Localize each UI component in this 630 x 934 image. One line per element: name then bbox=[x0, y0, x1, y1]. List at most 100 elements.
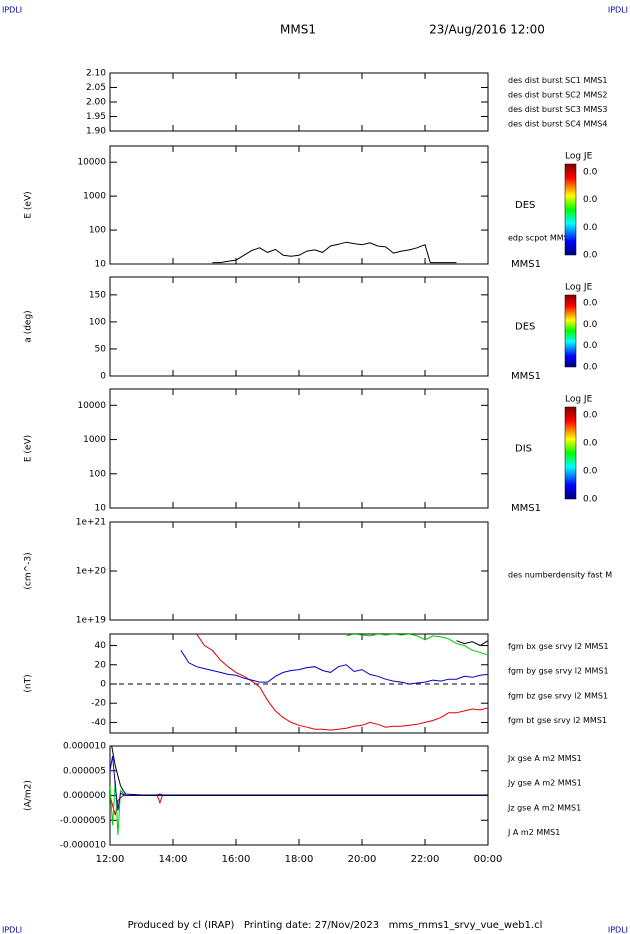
y-axis-title: (nT) bbox=[24, 674, 34, 692]
y-tick-label: -0.000005 bbox=[60, 816, 106, 826]
corner-tag: IPDLI bbox=[608, 6, 628, 15]
colorbar-label: 0.0 bbox=[583, 299, 598, 309]
legend-label: fgm bx gse srvy l2 MMS1 bbox=[508, 642, 609, 651]
y-tick-label: 0 bbox=[100, 679, 106, 689]
legend-label: fgm bz gse srvy l2 MMS1 bbox=[508, 691, 608, 700]
y-tick-label: -0.000010 bbox=[60, 841, 106, 851]
data-line bbox=[212, 241, 457, 264]
y-tick-label: 1e+19 bbox=[76, 616, 107, 626]
data-line bbox=[110, 780, 488, 836]
y-axis-title: (A/m2) bbox=[24, 780, 34, 811]
legend-label: des dist burst SC3 MMS3 bbox=[508, 105, 607, 114]
y-tick-label: -20 bbox=[91, 699, 106, 709]
plot-frame bbox=[109, 521, 489, 621]
y-tick-label: 50 bbox=[95, 344, 107, 354]
x-tick-label: 00:00 bbox=[474, 854, 503, 865]
y-tick-label: 100 bbox=[89, 469, 106, 479]
series-label: edp scpot MMS1 bbox=[508, 234, 574, 243]
footer: Produced by cl (IRAP) Printing date: 27/… bbox=[128, 920, 543, 931]
colorbar-label: 0.0 bbox=[583, 363, 598, 373]
data-line bbox=[110, 755, 488, 811]
x-tick-label: 18:00 bbox=[285, 854, 314, 865]
x-tick-label: 20:00 bbox=[348, 854, 377, 865]
x-tick-label: 16:00 bbox=[222, 854, 251, 865]
colorbar-label: 0.0 bbox=[583, 439, 598, 449]
legend-label: fgm bt gse srvy l2 MMS1 bbox=[508, 716, 607, 725]
colorbar-title: Log JE bbox=[565, 395, 593, 405]
instrument-label: DES bbox=[515, 322, 535, 333]
y-tick-label: 1000 bbox=[83, 192, 106, 202]
colorbar-label: 0.0 bbox=[583, 168, 598, 178]
y-tick-label: 150 bbox=[89, 290, 106, 300]
spacecraft-label: MMS1 bbox=[511, 259, 541, 270]
colorbar-label: 0.0 bbox=[583, 195, 598, 205]
x-tick-label: 12:00 bbox=[96, 854, 125, 865]
corner-tag: IPDLI bbox=[608, 926, 628, 934]
corner-tag: IPDLI bbox=[2, 6, 22, 15]
colorbar-title: Log JE bbox=[565, 283, 593, 293]
y-tick-label: 0.000005 bbox=[63, 766, 106, 776]
y-tick-label: 10000 bbox=[77, 158, 106, 168]
y-tick-label: 0 bbox=[100, 372, 106, 382]
colorbar-title: Log JE bbox=[565, 152, 593, 162]
y-axis-title: (cm^-3) bbox=[24, 552, 34, 589]
plot-frame bbox=[109, 276, 489, 377]
colorbar-label: 0.0 bbox=[583, 251, 598, 261]
data-line bbox=[180, 650, 488, 685]
y-tick-label: 0.000010 bbox=[63, 742, 106, 752]
data-line bbox=[111, 746, 488, 796]
colorbar-label: 0.0 bbox=[583, 495, 598, 505]
y-tick-label: 2.05 bbox=[86, 83, 106, 93]
y-tick-label: 2.00 bbox=[86, 98, 106, 108]
legend-label: des dist burst SC4 MMS4 bbox=[508, 119, 607, 128]
date: 23/Aug/2016 12:00 bbox=[429, 23, 545, 37]
title: MMS1 bbox=[280, 23, 316, 37]
y-tick-label: 1.90 bbox=[86, 127, 106, 137]
plot-frame bbox=[109, 72, 489, 132]
y-axis-title: E (eV) bbox=[24, 191, 34, 218]
plot-frame bbox=[109, 388, 489, 509]
spacecraft-label: MMS1 bbox=[511, 503, 541, 514]
colorbar bbox=[564, 294, 577, 368]
data-line bbox=[346, 634, 488, 656]
y-tick-label: 1000 bbox=[83, 435, 106, 445]
data-line bbox=[196, 634, 488, 731]
colorbar bbox=[564, 163, 577, 256]
y-tick-label: 100 bbox=[89, 317, 106, 327]
colorbar-label: 0.0 bbox=[583, 411, 598, 421]
y-tick-label: 100 bbox=[89, 226, 106, 236]
y-tick-label: 10 bbox=[95, 504, 107, 514]
x-tick-label: 22:00 bbox=[411, 854, 440, 865]
legend-label: J A m2 MMS1 bbox=[507, 828, 560, 837]
legend-label: des dist burst SC1 MMS1 bbox=[508, 76, 607, 85]
data-line bbox=[110, 795, 488, 816]
y-tick-label: 40 bbox=[95, 641, 107, 651]
annotation: des numberdensity fast M bbox=[508, 571, 612, 580]
y-tick-label: 20 bbox=[95, 660, 107, 670]
y-tick-label: 1e+21 bbox=[76, 518, 106, 528]
colorbar-label: 0.0 bbox=[583, 467, 598, 477]
legend-label: fgm by gse srvy l2 MMS1 bbox=[508, 667, 609, 676]
instrument-label: DES bbox=[515, 200, 535, 211]
legend-label: des dist burst SC2 MMS2 bbox=[508, 90, 607, 99]
y-tick-label: 10 bbox=[95, 260, 107, 270]
y-tick-label: 1e+20 bbox=[76, 567, 107, 577]
colorbar bbox=[564, 406, 577, 500]
y-tick-label: 1.95 bbox=[86, 112, 106, 122]
y-tick-label: -40 bbox=[91, 718, 106, 728]
x-tick-label: 14:00 bbox=[159, 854, 188, 865]
legend-label: Jy gse A m2 MMS1 bbox=[507, 779, 582, 788]
y-tick-label: 10000 bbox=[77, 401, 106, 411]
y-axis-title: a (deg) bbox=[24, 310, 34, 342]
colorbar-label: 0.0 bbox=[583, 320, 598, 330]
colorbar-label: 0.0 bbox=[583, 341, 598, 351]
colorbar-label: 0.0 bbox=[583, 223, 598, 233]
y-tick-label: 2.10 bbox=[86, 69, 106, 79]
spacecraft-label: MMS1 bbox=[511, 371, 541, 382]
plot-frame bbox=[109, 145, 489, 265]
data-line bbox=[456, 640, 488, 647]
legend-label: Jz gse A m2 MMS1 bbox=[507, 803, 581, 812]
y-tick-label: 0.000000 bbox=[63, 791, 106, 801]
instrument-label: DIS bbox=[515, 444, 532, 455]
